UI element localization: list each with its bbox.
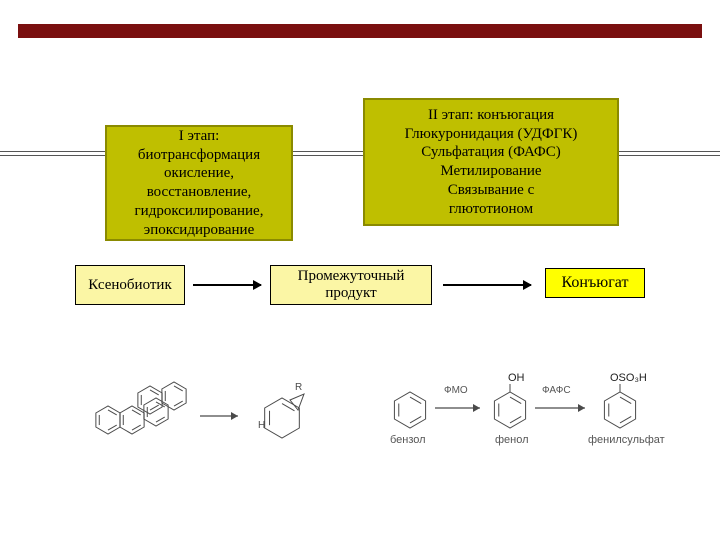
label-xenobiotic: Ксенобиотик [88,277,172,294]
arrow-xeno-to-inter [193,284,261,286]
box-conjugate: Конъюгат [545,268,645,298]
svg-text:фенилсульфат: фенилсульфат [588,434,665,446]
svg-text:H: H [258,420,265,431]
svg-text:R: R [295,382,302,393]
top-white-bar [18,10,702,24]
stage1-box: I этап:биотрансформацияокисление,восстан… [105,125,293,241]
chem-structure-left: RH [70,350,330,460]
svg-text:OH: OH [508,372,525,384]
label-conjugate: Конъюгат [562,274,629,292]
chem-structure-right: бензол ФМО OH фенол ФАФС OSO₃H фенилсульфат [370,345,690,465]
svg-text:OSO₃H: OSO₃H [610,372,647,384]
box-intermediate: Промежуточный продукт [270,265,432,305]
stage2-box: II этап: конъюгацияГлюкуронидация (УДФГК… [363,98,619,226]
svg-text:ФМО: ФМО [444,385,468,396]
top-red-bar [18,24,702,38]
label-intermediate: Промежуточный продукт [271,268,431,302]
arrow-inter-to-conj [443,284,531,286]
svg-text:ФАФС: ФАФС [542,385,571,396]
svg-text:фенол: фенол [495,434,529,446]
svg-text:бензол: бензол [390,434,426,446]
box-xenobiotic: Ксенобиотик [75,265,185,305]
